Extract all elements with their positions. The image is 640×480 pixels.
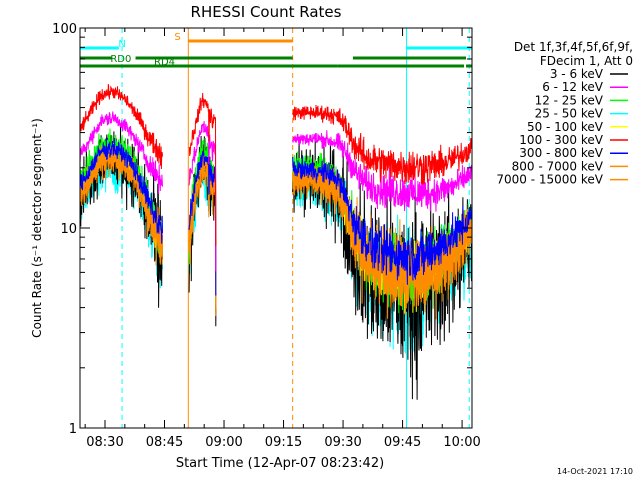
x-tick-label: 08:30 xyxy=(86,435,123,450)
data-series-layer xyxy=(79,84,473,400)
legend-entry-label: 25 - 50 keV xyxy=(535,107,604,121)
legend-entry-label: 12 - 25 keV xyxy=(535,93,604,107)
x-tick-label: 08:45 xyxy=(146,435,183,450)
y-tick-label: 10 xyxy=(60,222,77,237)
legend-header-line-1: Det 1f,3f,4f,5f,6f,9f, xyxy=(514,40,633,54)
flag-bar-label: RD4 xyxy=(154,57,175,68)
legend-entry-label: 50 - 100 keV xyxy=(527,120,604,134)
legend-entry-label: 100 - 300 keV xyxy=(519,133,603,147)
y-axis-label: Count Rate (s⁻¹ detector segment⁻¹) xyxy=(30,118,44,338)
x-tick-label: 09:15 xyxy=(265,435,302,450)
x-tick-label: 09:45 xyxy=(384,435,421,450)
flag-bars-layer: N S RD0 RD4 xyxy=(80,32,472,68)
flag-bar-label: S xyxy=(174,32,180,43)
legend-entry-label: 3 - 6 keV xyxy=(550,67,604,81)
footer-timestamp: 14-Oct-2021 17:10 xyxy=(557,467,633,476)
y-tick-label: 100 xyxy=(52,22,77,37)
legend-header-line-2: FDecim 1, Att 0 xyxy=(540,54,633,68)
series-line xyxy=(79,84,473,247)
x-axis-label: Start Time (12-Apr-07 08:23:42) xyxy=(176,456,384,471)
x-tick-label: 10:00 xyxy=(443,435,480,450)
legend: Det 1f,3f,4f,5f,6f,9f, FDecim 1, Att 0 3… xyxy=(496,40,633,187)
legend-entry-label: 7000 - 15000 keV xyxy=(496,173,603,187)
series-line xyxy=(79,111,473,272)
series-line xyxy=(79,137,473,296)
flag-bar-label: RD0 xyxy=(110,54,131,65)
y-tick-label: 1 xyxy=(69,422,77,437)
chart-title: RHESSI Count Rates xyxy=(191,3,342,21)
x-tick-label: 09:00 xyxy=(205,435,242,450)
flag-bar-label: N xyxy=(118,39,125,50)
x-tick-label: 09:30 xyxy=(324,435,361,450)
legend-entry-label: 800 - 7000 keV xyxy=(512,159,604,173)
legend-entry-label: 300 - 800 keV xyxy=(519,146,603,160)
legend-entry-label: 6 - 12 keV xyxy=(542,80,604,94)
axes-layer: 1 10 100 08:30 08:45 09:00 09:15 09:30 09:45 10:0… xyxy=(52,22,481,450)
plot-frame xyxy=(79,27,473,429)
